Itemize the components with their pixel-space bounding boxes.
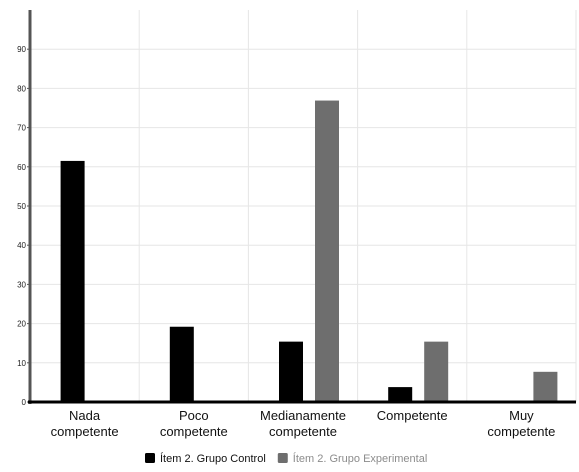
bar-series1-4 (388, 387, 413, 402)
y-tick-label: 70 (17, 124, 26, 133)
y-tick-label: 10 (17, 359, 26, 368)
bar-series1-3 (279, 341, 303, 402)
bar-series2-5 (533, 371, 558, 402)
bar-series2-4 (424, 341, 449, 402)
y-tick-label: 40 (17, 241, 26, 250)
y-tick-label: 20 (17, 320, 26, 329)
y-tick-label: 50 (17, 202, 26, 211)
legend-swatch-2 (277, 453, 288, 463)
y-tick-label: 80 (17, 84, 26, 93)
x-tick-label: Muy competente (487, 408, 555, 439)
y-tick-label: 0 (22, 398, 27, 407)
bar-series1-1 (60, 160, 85, 402)
x-tick-label: Poco competente (160, 408, 228, 439)
bar-series1-2 (169, 326, 194, 402)
x-tick-label: Nada competente (51, 408, 119, 439)
x-tick-label: Competente (377, 408, 448, 423)
legend-label-2: Ítem 2. Grupo Experimental (293, 452, 428, 465)
x-tick-label: Medianamente competente (260, 408, 346, 439)
bar-series2-3 (315, 100, 339, 402)
y-tick-label: 60 (17, 163, 26, 172)
legend-label-1: Ítem 2. Grupo Control (160, 452, 266, 465)
y-tick-label: 30 (17, 280, 26, 289)
y-tick-label: 90 (17, 45, 26, 54)
legend-swatch-1 (145, 453, 155, 463)
